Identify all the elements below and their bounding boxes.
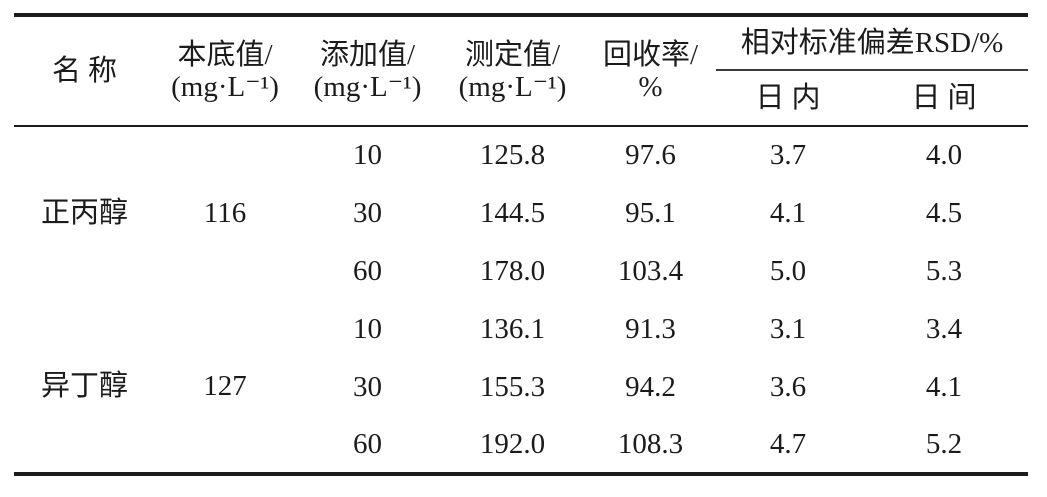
rsd-intraday-cell: 3.1: [769, 312, 807, 345]
col-header-rsd-intraday: 日内: [755, 81, 828, 114]
header-row-2: 日内 日间: [14, 70, 1028, 126]
col-header-rsd-interday: 日间: [911, 81, 984, 114]
header-row-1: 名称 本底值/ (mg·L⁻¹) 添加值/ (mg·L⁻¹) 测定值/ (mg·…: [14, 15, 1029, 103]
table-row: 异丁醇 127 10 136.1 91.3 3.1 3.4: [14, 300, 1028, 402]
background-value-label: 本底值/: [177, 38, 273, 71]
measured-value-cell: 192.0: [479, 427, 546, 460]
rsd-interday-cell: 5.2: [925, 427, 963, 460]
measured-value-cell: 178.0: [479, 254, 546, 287]
table-row: 30 144.5 95.1 4.1 4.5: [14, 184, 1028, 242]
rsd-intraday-cell: 3.6: [769, 370, 807, 403]
measured-value-unit: (mg·L⁻¹): [458, 71, 567, 103]
recovery-unit: %: [638, 71, 663, 103]
background-value-cell: 127: [203, 369, 247, 402]
measured-value-cell: 155.3: [479, 370, 546, 403]
rsd-interday-cell: 4.1: [925, 370, 963, 403]
rsd-intraday-cell: 4.7: [769, 427, 807, 460]
added-value-unit: (mg·L⁻¹): [313, 71, 422, 103]
col-header-measured-value: 测定值/ (mg·L⁻¹): [440, 15, 585, 126]
recovery-rsd-table: 名称 本底值/ (mg·L⁻¹) 添加值/ (mg·L⁻¹) 测定值/ (mg·…: [14, 13, 1029, 476]
table-header: 名称 本底值/ (mg·L⁻¹) 添加值/ (mg·L⁻¹) 测定值/ (mg·…: [14, 15, 1029, 126]
rsd-intraday-cell: 4.1: [769, 196, 807, 229]
rsd-interday-cell: 3.4: [925, 312, 963, 345]
recovery-cell: 108.3: [617, 427, 684, 460]
recovery-cell: 95.1: [625, 196, 676, 229]
measured-value-cell: 136.1: [479, 312, 546, 345]
added-value-cell: 10: [353, 312, 382, 345]
added-value-cell: 10: [353, 139, 382, 172]
rsd-intraday-cell: 3.7: [769, 139, 807, 172]
background-value-unit: (mg·L⁻¹): [171, 71, 279, 103]
table-row: 60 178.0 103.4 5.0 5.3: [14, 242, 1028, 300]
measured-value-label: 测定值/: [464, 38, 561, 71]
added-value-cell: 30: [353, 370, 382, 403]
recovery-cell: 91.3: [625, 312, 676, 345]
compound-name-cell: 正丙醇: [40, 197, 128, 230]
col-header-added-value: 添加值/ (mg·L⁻¹): [295, 15, 440, 126]
table-row: 30 155.3 94.2 3.6 4.1: [14, 358, 1028, 416]
table-row: 正丙醇 116 10 125.8 97.6 3.7 4.0: [14, 126, 1028, 229]
added-value-cell: 30: [353, 196, 382, 229]
measured-value-cell: 144.5: [479, 196, 546, 229]
recovery-cell: 94.2: [625, 370, 676, 403]
rsd-intraday-cell: 5.0: [769, 254, 807, 287]
added-value-cell: 60: [353, 427, 382, 460]
compound-name-cell: 异丁醇: [40, 369, 128, 402]
col-header-name: 名称: [51, 54, 124, 87]
rsd-interday-cell: 5.3: [925, 254, 963, 287]
recovery-cell: 103.4: [617, 254, 684, 287]
col-header-rsd-group: 相对标准偏差RSD/%: [716, 15, 1029, 71]
rsd-interday-cell: 4.0: [925, 139, 963, 172]
col-header-recovery: 回收率/ %: [585, 15, 716, 126]
recovery-label: 回收率/: [602, 38, 699, 71]
background-value-cell: 116: [203, 197, 247, 230]
table-body: 正丙醇 116 10 125.8 97.6 3.7 4.0 30 144.5 9…: [14, 126, 1028, 474]
rsd-interday-cell: 4.5: [925, 196, 963, 229]
col-header-background-value: 本底值/ (mg·L⁻¹): [155, 15, 295, 126]
added-value-label: 添加值/: [319, 38, 416, 71]
recovery-cell: 97.6: [625, 139, 676, 172]
added-value-cell: 60: [353, 254, 382, 287]
table-row: 60 192.0 108.3 4.7 5.2: [14, 416, 1028, 474]
measured-value-cell: 125.8: [479, 139, 546, 172]
